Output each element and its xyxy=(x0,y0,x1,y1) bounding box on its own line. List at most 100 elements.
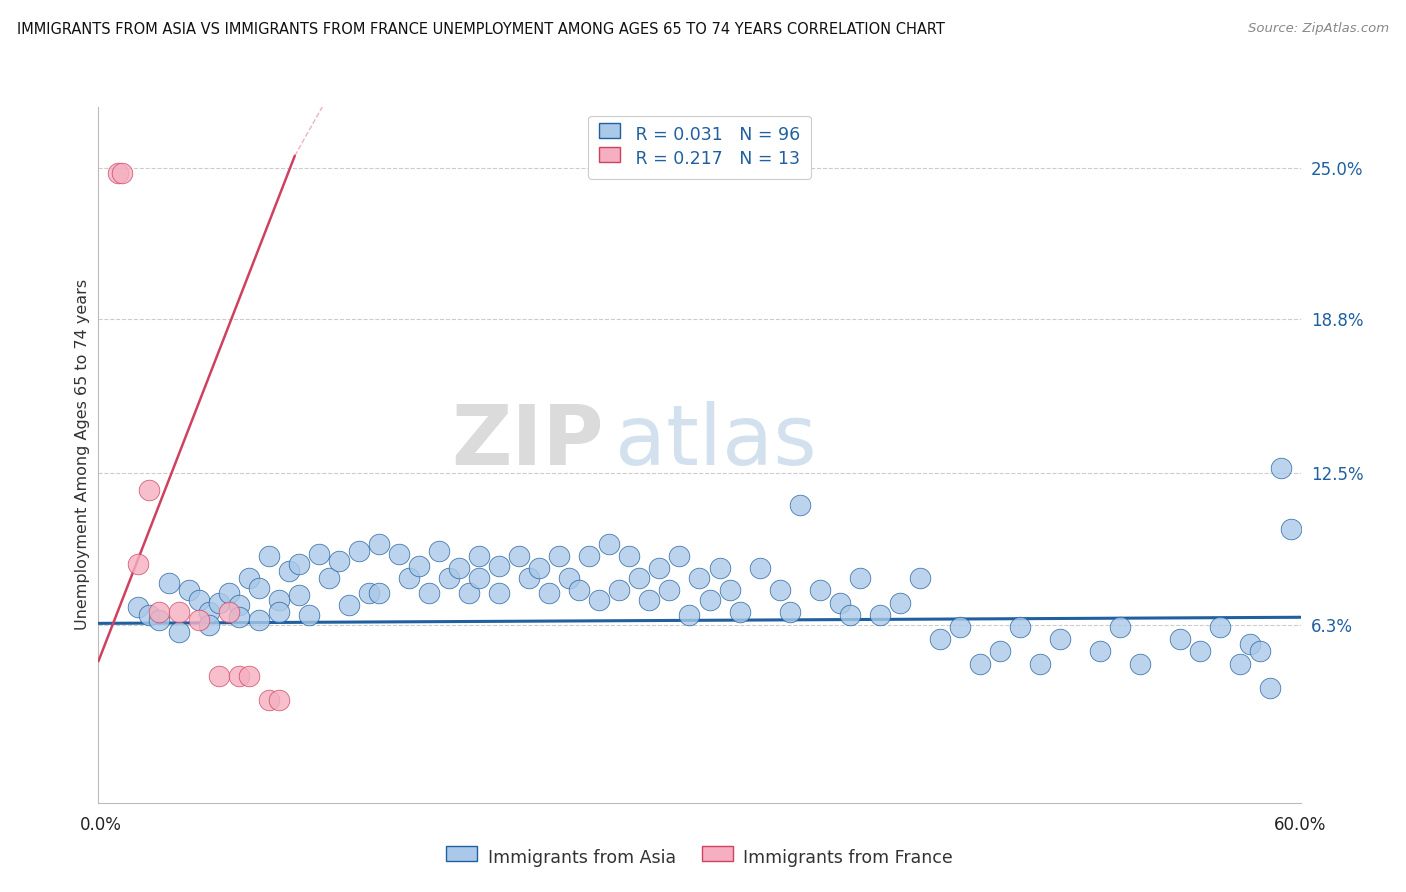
Point xyxy=(808,583,831,598)
Point xyxy=(197,617,219,632)
Point xyxy=(1109,620,1132,634)
Y-axis label: Unemployment Among Ages 65 to 74 years: Unemployment Among Ages 65 to 74 years xyxy=(75,279,90,631)
Point xyxy=(609,583,631,598)
Point xyxy=(508,549,530,564)
Point xyxy=(197,606,219,620)
Point xyxy=(148,613,170,627)
Point xyxy=(538,586,561,600)
Point xyxy=(689,571,711,585)
Point xyxy=(828,596,851,610)
Point xyxy=(238,571,260,585)
Point xyxy=(187,593,209,607)
Point xyxy=(1010,620,1032,634)
Point xyxy=(347,544,370,558)
Point xyxy=(718,583,741,598)
Point xyxy=(578,549,600,564)
Point xyxy=(208,596,231,610)
Point xyxy=(1129,657,1152,671)
Point xyxy=(1209,620,1232,634)
Point xyxy=(288,588,311,602)
Point xyxy=(228,598,250,612)
Point xyxy=(167,624,190,639)
Point xyxy=(177,583,200,598)
Point xyxy=(468,549,491,564)
Point xyxy=(889,596,911,610)
Point xyxy=(628,571,651,585)
Point xyxy=(468,571,491,585)
Point xyxy=(488,586,510,600)
Point xyxy=(418,586,440,600)
Point xyxy=(408,559,430,574)
Text: Source: ZipAtlas.com: Source: ZipAtlas.com xyxy=(1249,22,1389,36)
Point xyxy=(709,561,731,575)
Point xyxy=(1088,644,1111,658)
Point xyxy=(1279,522,1302,536)
Point xyxy=(388,547,411,561)
Point xyxy=(167,606,190,620)
Point xyxy=(308,547,330,561)
Point xyxy=(107,166,129,180)
Point xyxy=(619,549,641,564)
Point xyxy=(337,598,360,612)
Text: atlas: atlas xyxy=(616,401,817,482)
Point xyxy=(228,669,250,683)
Point xyxy=(908,571,931,585)
Point xyxy=(949,620,972,634)
Point xyxy=(247,613,270,627)
Point xyxy=(929,632,952,647)
Point xyxy=(247,581,270,595)
Point xyxy=(368,586,391,600)
Point xyxy=(779,606,801,620)
Point xyxy=(218,586,240,600)
Point xyxy=(267,606,290,620)
Point xyxy=(458,586,481,600)
Point xyxy=(447,561,470,575)
Point xyxy=(138,607,160,622)
Text: 60.0%: 60.0% xyxy=(1274,816,1327,834)
Point xyxy=(548,549,571,564)
Point xyxy=(568,583,591,598)
Point xyxy=(678,607,700,622)
Point xyxy=(318,571,340,585)
Point xyxy=(437,571,460,585)
Point xyxy=(148,606,170,620)
Point xyxy=(1260,681,1282,695)
Point xyxy=(1189,644,1212,658)
Point xyxy=(838,607,860,622)
Point xyxy=(277,564,299,578)
Point xyxy=(638,593,661,607)
Point xyxy=(658,583,681,598)
Point xyxy=(187,613,209,627)
Point xyxy=(849,571,872,585)
Point xyxy=(298,607,321,622)
Point xyxy=(208,669,231,683)
Point xyxy=(728,606,751,620)
Legend: Immigrants from Asia, Immigrants from France: Immigrants from Asia, Immigrants from Fr… xyxy=(439,842,960,874)
Point xyxy=(558,571,581,585)
Point xyxy=(789,498,811,512)
Point xyxy=(1250,644,1272,658)
Point xyxy=(157,576,180,591)
Point xyxy=(988,644,1011,658)
Point xyxy=(588,593,610,607)
Point xyxy=(529,561,551,575)
Point xyxy=(769,583,792,598)
Point xyxy=(267,693,290,707)
Text: ZIP: ZIP xyxy=(451,401,603,482)
Point xyxy=(1270,461,1292,475)
Point xyxy=(699,593,721,607)
Text: IMMIGRANTS FROM ASIA VS IMMIGRANTS FROM FRANCE UNEMPLOYMENT AMONG AGES 65 TO 74 : IMMIGRANTS FROM ASIA VS IMMIGRANTS FROM … xyxy=(17,22,945,37)
Point xyxy=(869,607,891,622)
Point xyxy=(748,561,770,575)
Point xyxy=(488,559,510,574)
Point xyxy=(1239,637,1261,651)
Point xyxy=(128,557,150,571)
Text: 0.0%: 0.0% xyxy=(80,816,122,834)
Point xyxy=(357,586,380,600)
Point xyxy=(668,549,690,564)
Point xyxy=(517,571,540,585)
Point xyxy=(257,549,280,564)
Point xyxy=(1049,632,1071,647)
Point xyxy=(111,166,134,180)
Point xyxy=(288,557,311,571)
